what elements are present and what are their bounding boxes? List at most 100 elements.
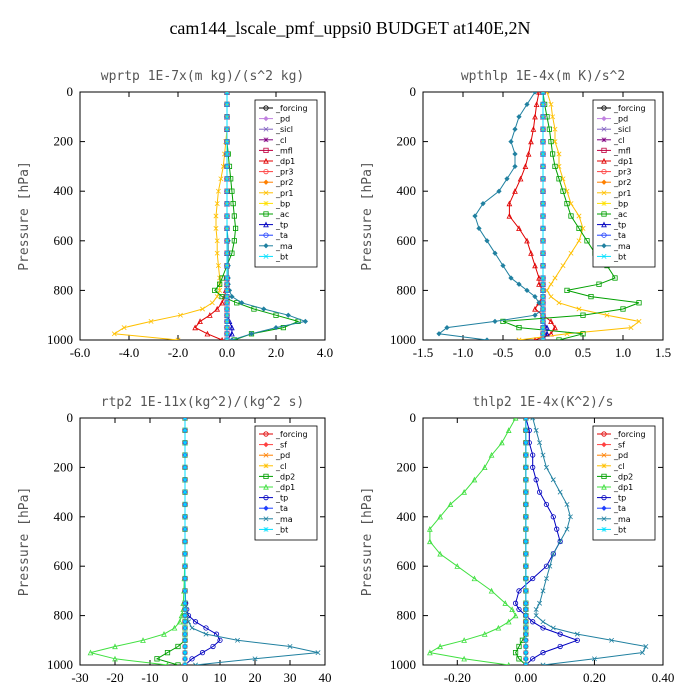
data-point xyxy=(213,225,219,231)
panel-title: wprtp 1E-7x(m kg)/(s^2 kg) xyxy=(101,69,305,84)
legend-marker xyxy=(601,147,607,153)
data-point xyxy=(540,306,546,312)
legend-entry: _sicl xyxy=(597,125,631,134)
legend-marker xyxy=(601,494,607,501)
legend-marker xyxy=(263,179,269,185)
data-point xyxy=(182,662,188,665)
data-point xyxy=(461,637,467,643)
data-point xyxy=(219,275,225,281)
data-point xyxy=(224,300,230,306)
data-point xyxy=(224,275,230,281)
data-point xyxy=(461,489,467,495)
legend-marker xyxy=(601,115,607,122)
data-point xyxy=(639,650,645,656)
data-point xyxy=(591,656,597,662)
data-point xyxy=(480,200,486,207)
data-point xyxy=(516,337,522,340)
legend-entry: _pr1 xyxy=(597,189,631,198)
data-point xyxy=(540,287,546,293)
plot-area xyxy=(111,92,309,340)
data-point xyxy=(508,138,514,145)
x-tick-label: 10 xyxy=(214,670,227,685)
data-point xyxy=(516,114,522,120)
series-line xyxy=(155,418,186,665)
legend-entry: _mfl xyxy=(597,146,631,155)
data-point xyxy=(517,175,524,182)
data-point xyxy=(540,294,546,300)
data-point xyxy=(636,300,642,306)
data-point xyxy=(580,312,586,318)
legend-label: _dp1 xyxy=(613,157,633,166)
data-point xyxy=(523,576,529,581)
data-point xyxy=(175,337,181,340)
data-point xyxy=(315,650,321,656)
data-point xyxy=(197,318,203,324)
data-point xyxy=(203,625,209,631)
legend-entry: _pd xyxy=(259,115,290,124)
legend-entry: _pd xyxy=(597,115,628,124)
data-point xyxy=(213,213,219,219)
data-point xyxy=(533,101,540,107)
legend-entry: _dp2 xyxy=(259,472,295,481)
data-point xyxy=(576,238,582,244)
data-point xyxy=(540,188,546,194)
data-point xyxy=(540,139,546,145)
data-point xyxy=(224,238,230,244)
legend-entry: _dp2 xyxy=(597,472,633,481)
data-point xyxy=(224,318,230,324)
data-point xyxy=(164,650,171,656)
x-tick-label: 0 xyxy=(182,670,189,685)
legend-marker xyxy=(263,505,269,511)
data-point xyxy=(523,600,529,606)
data-point xyxy=(543,563,550,569)
y-axis-label: Pressure [hPa] xyxy=(360,161,375,271)
data-point xyxy=(523,440,529,446)
data-point xyxy=(230,200,236,207)
legend-marker xyxy=(601,179,607,185)
legend-label: _ta xyxy=(613,504,626,513)
data-point xyxy=(302,318,309,325)
data-point xyxy=(524,287,530,294)
data-point xyxy=(530,619,536,625)
data-point xyxy=(112,643,118,650)
y-tick-label: 200 xyxy=(397,459,417,474)
legend-entry: _cl xyxy=(597,462,625,471)
legend-entry: _pr2 xyxy=(597,178,631,187)
data-point xyxy=(533,613,539,619)
plot-frame xyxy=(79,91,326,341)
data-point xyxy=(488,451,495,458)
x-tick-label: 30 xyxy=(284,670,297,685)
figure-title: cam144_lscale_pmf_uppsi0 BUDGET at140E,2… xyxy=(169,18,531,38)
data-point xyxy=(550,114,556,120)
data-point xyxy=(548,318,554,324)
data-point xyxy=(182,502,188,507)
data-point xyxy=(523,502,529,507)
legend-label: _ma xyxy=(613,515,631,524)
legend-label: _cl xyxy=(613,136,625,145)
data-point xyxy=(546,126,553,132)
data-point xyxy=(612,275,618,281)
data-point xyxy=(523,526,529,532)
data-point xyxy=(224,337,230,340)
legend-marker xyxy=(263,115,269,122)
data-point xyxy=(235,637,240,643)
data-point xyxy=(182,644,188,649)
data-point xyxy=(540,213,546,219)
legend-marker xyxy=(601,232,607,238)
data-point xyxy=(203,631,209,637)
data-point xyxy=(224,312,230,318)
data-point xyxy=(214,201,220,207)
y-tick-label: 400 xyxy=(397,183,417,198)
legend-marker xyxy=(601,243,607,249)
data-point xyxy=(596,281,602,287)
data-point xyxy=(182,551,188,557)
data-point xyxy=(556,300,562,306)
series-line xyxy=(90,418,186,665)
data-point xyxy=(217,281,223,287)
data-point xyxy=(523,637,529,643)
y-tick-label: 1000 xyxy=(390,657,416,672)
data-point xyxy=(523,539,529,544)
data-point xyxy=(540,625,546,631)
series-pr1 xyxy=(516,92,642,340)
data-point xyxy=(548,101,554,107)
